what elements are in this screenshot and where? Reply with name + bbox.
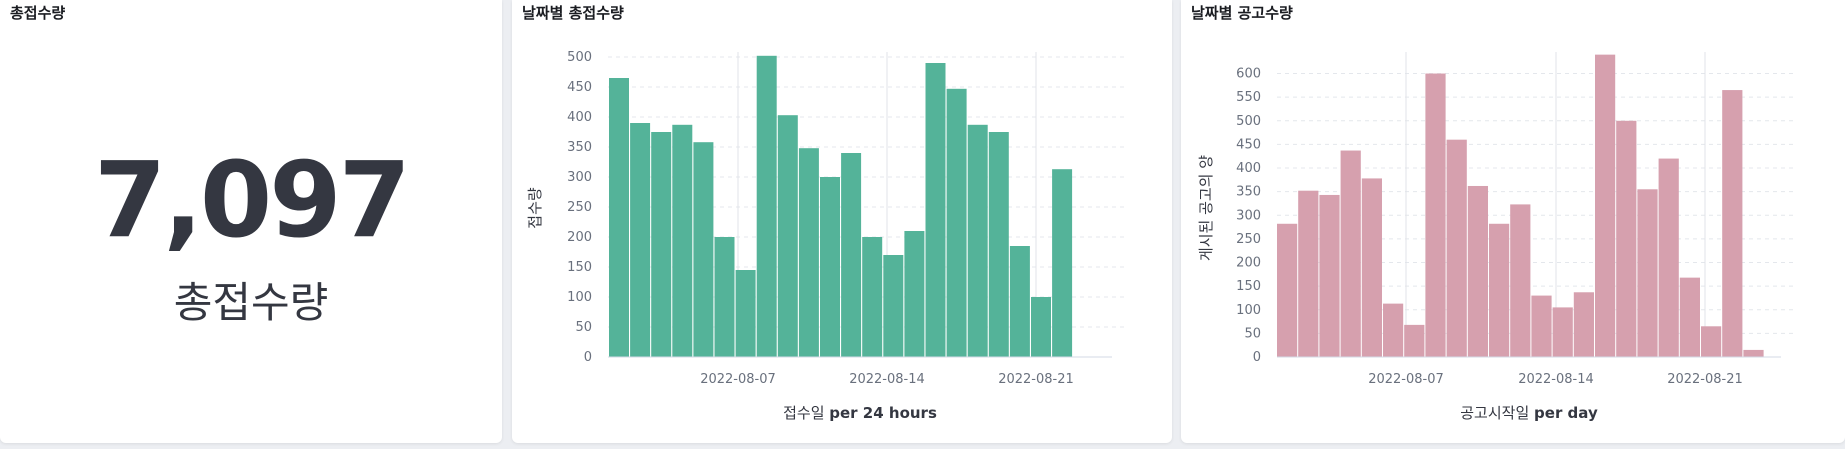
y-tick-label: 450 (567, 80, 592, 95)
x-tick-label: 2022-08-14 (849, 372, 925, 387)
bar[interactable] (735, 270, 756, 357)
y-tick-label: 400 (567, 110, 592, 125)
bar[interactable] (988, 132, 1009, 357)
bar[interactable] (630, 123, 651, 357)
bar[interactable] (862, 237, 883, 357)
bar[interactable] (1009, 246, 1030, 357)
bar[interactable] (1446, 139, 1467, 357)
bar[interactable] (1361, 178, 1382, 357)
y-tick-label: 100 (567, 290, 592, 305)
postings-bar-chart: 0 50 100 150 200 250 300 350 400 450 500 550 600 2022… (1197, 52, 1793, 422)
y-tick-label: 450 (1236, 137, 1261, 152)
y-tick-label: 300 (567, 170, 592, 185)
metric-label: 총접수량 (173, 278, 329, 327)
y-tick-label: 350 (1236, 185, 1261, 200)
bar[interactable] (1383, 303, 1404, 357)
bar[interactable] (1637, 189, 1658, 357)
bar[interactable] (1467, 185, 1488, 357)
y-tick-label: 250 (567, 200, 592, 215)
bar[interactable] (883, 255, 904, 357)
x-axis-title: 공고시작일 per day (1460, 404, 1598, 422)
y-tick-label: 200 (567, 230, 592, 245)
bar[interactable] (1616, 120, 1637, 357)
y-tick-label: 50 (575, 320, 592, 335)
y-tick-label: 200 (1236, 256, 1261, 271)
bar[interactable] (904, 231, 925, 357)
bar[interactable] (672, 124, 693, 357)
y-tick-label: 250 (1236, 232, 1261, 247)
bar[interactable] (946, 88, 967, 358)
x-tick-label: 2022-08-07 (1368, 372, 1444, 387)
bar[interactable] (1573, 292, 1594, 357)
y-tick-label: 150 (1236, 279, 1261, 294)
y-axis-title: 게시된 공고의 양 (1197, 155, 1215, 261)
bar[interactable] (1531, 295, 1552, 357)
x-tick-label: 2022-08-07 (700, 372, 776, 387)
bar[interactable] (925, 63, 946, 357)
y-tick-label: 100 (1236, 303, 1261, 318)
y-tick-label: 50 (1244, 326, 1261, 341)
y-tick-label: 400 (1236, 161, 1261, 176)
bar[interactable] (1658, 158, 1679, 357)
bar[interactable] (1679, 277, 1700, 357)
bar[interactable] (714, 237, 735, 357)
bar[interactable] (798, 148, 819, 357)
y-tick-label: 300 (1236, 208, 1261, 223)
bar[interactable] (820, 177, 840, 357)
panel-title: 날짜별 공고수량 (1191, 4, 1293, 22)
bar[interactable] (1722, 90, 1743, 358)
y-tick-label: 500 (1236, 114, 1261, 129)
bar[interactable] (777, 115, 798, 357)
bar[interactable] (1319, 194, 1340, 357)
bar[interactable] (651, 132, 672, 357)
bar[interactable] (693, 142, 714, 357)
panel-title: 총접수량 (10, 4, 66, 22)
x-tick-label: 2022-08-14 (1518, 372, 1594, 387)
x-tick-label: 2022-08-21 (1667, 372, 1743, 387)
y-tick-label: 350 (567, 140, 592, 155)
y-axis-title: 접수량 (526, 187, 544, 229)
bar[interactable] (609, 78, 629, 357)
bar[interactable] (1510, 204, 1531, 357)
bar[interactable] (756, 55, 777, 358)
receipts-bar-chart: 0 50 100 150 200 250 300 350 400 450 500 2022-08-07… (526, 50, 1124, 422)
bar[interactable] (1404, 324, 1425, 357)
y-tick-label: 0 (1253, 350, 1261, 365)
y-tick-label: 500 (567, 50, 592, 65)
bar[interactable] (1552, 307, 1573, 357)
y-tick-label: 0 (584, 350, 592, 365)
postings-chart-panel: 날짜별 공고수량 0 50 100 150 200 250 300 350 400 450 500 5… (1181, 0, 1845, 443)
bar[interactable] (967, 124, 988, 357)
bar[interactable] (1701, 326, 1722, 357)
receipts-chart-panel: 날짜별 총접수량 0 50 100 150 200 250 300 350 400 450 500 2… (512, 0, 1172, 443)
y-tick-label: 600 (1236, 67, 1261, 82)
bar[interactable] (1743, 349, 1764, 357)
bar[interactable] (1298, 190, 1319, 357)
bar[interactable] (1277, 223, 1298, 357)
x-axis-title: 접수일 per 24 hours (783, 404, 937, 422)
panel-title: 날짜별 총접수량 (522, 4, 624, 22)
bar[interactable] (1489, 223, 1510, 357)
metric-value: 7,097 (94, 139, 411, 261)
bar[interactable] (841, 153, 862, 357)
bar[interactable] (1031, 297, 1051, 357)
y-tick-label: 550 (1236, 90, 1261, 105)
bar[interactable] (1340, 150, 1361, 357)
x-tick-label: 2022-08-21 (998, 372, 1074, 387)
y-tick-label: 150 (567, 260, 592, 275)
bar[interactable] (1425, 73, 1446, 357)
metric-panel: 총접수량 7,097 총접수량 (0, 0, 502, 443)
bar[interactable] (1052, 169, 1073, 357)
bar[interactable] (1595, 54, 1616, 358)
